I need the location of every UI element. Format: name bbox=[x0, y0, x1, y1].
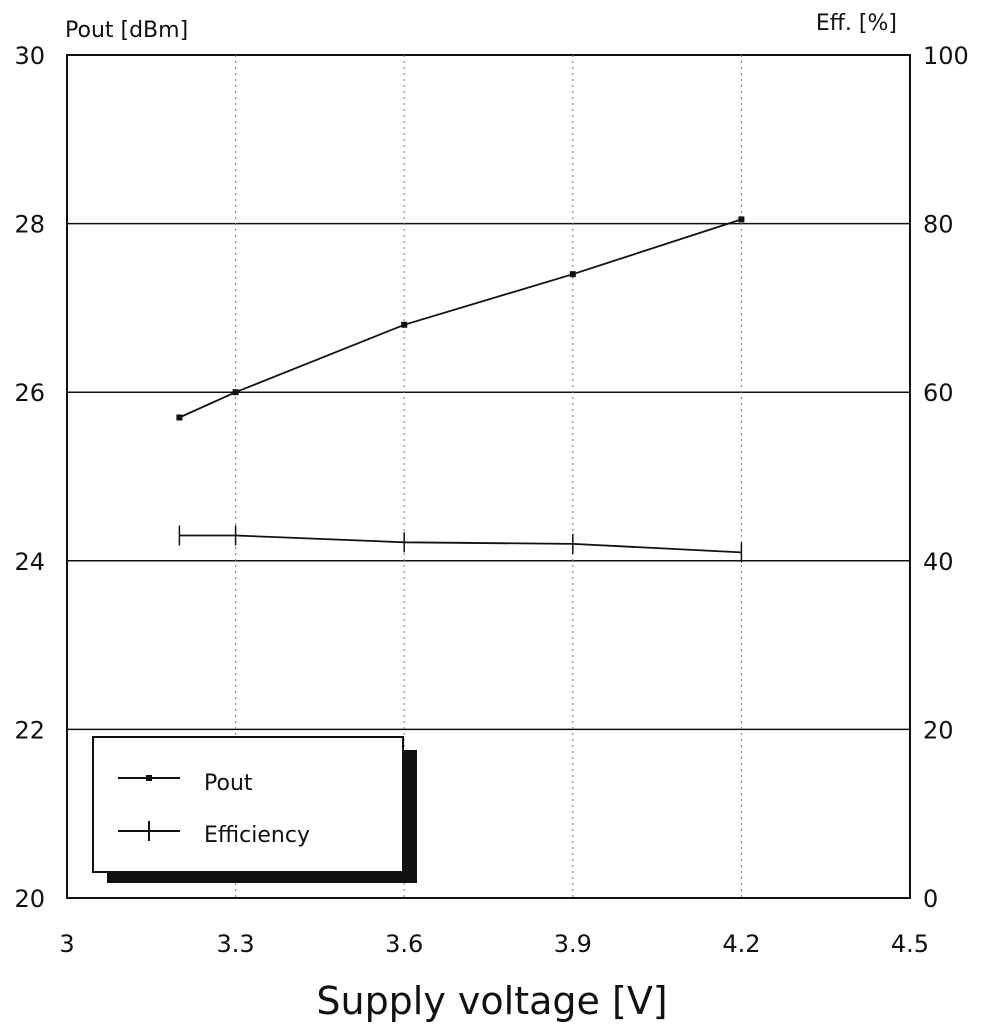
pout-point bbox=[401, 321, 408, 328]
tick-labels: 20 0 22 20 24 40 26 60 28 80 30 100 3 3.3 3.6 3.9 4.2 4.5 bbox=[14, 42, 968, 958]
y-tick-right-label: 20 bbox=[923, 716, 954, 744]
x-tick-label: 3.9 bbox=[554, 930, 592, 958]
x-tick-label: 3.3 bbox=[217, 930, 255, 958]
legend-pout-label: Pout bbox=[204, 771, 253, 796]
y-tick-left-label: 24 bbox=[14, 548, 45, 576]
y-tick-left-label: 30 bbox=[14, 42, 45, 70]
x-tick-label: 3 bbox=[59, 930, 74, 958]
y-tick-right-label: 40 bbox=[923, 548, 954, 576]
y-tick-left-label: 28 bbox=[14, 211, 45, 239]
pout-line bbox=[179, 218, 742, 419]
series-layer bbox=[176, 216, 745, 563]
pout-point bbox=[738, 216, 745, 223]
legend-box bbox=[92, 736, 404, 873]
y-tick-right-label: 80 bbox=[923, 211, 954, 239]
pout-point bbox=[569, 271, 576, 278]
legend: Pout Efficiency bbox=[92, 736, 417, 883]
plot-area bbox=[66, 54, 911, 899]
y-tick-right-label: 60 bbox=[923, 379, 954, 407]
y-tick-left-label: 22 bbox=[14, 716, 45, 744]
y-tick-right-label: 0 bbox=[923, 885, 938, 913]
x-tick-label: 4.2 bbox=[722, 930, 760, 958]
y-tick-left-label: 20 bbox=[14, 885, 45, 913]
x-axis-title: Supply voltage [V] bbox=[316, 979, 667, 1023]
y-axis-right-title: Eff. [%] bbox=[816, 11, 897, 36]
legend-pout-marker bbox=[146, 775, 152, 781]
y-tick-left-label: 26 bbox=[14, 379, 45, 407]
efficiency-line bbox=[179, 534, 742, 554]
x-tick-label: 4.5 bbox=[891, 930, 929, 958]
legend-efficiency-label: Efficiency bbox=[204, 823, 310, 848]
x-tick-label: 3.6 bbox=[385, 930, 423, 958]
y-tick-right-label: 100 bbox=[923, 42, 969, 70]
y-axis-left-title: Pout [dBm] bbox=[65, 18, 188, 43]
pout-point bbox=[232, 389, 239, 396]
pout-point bbox=[176, 414, 183, 421]
